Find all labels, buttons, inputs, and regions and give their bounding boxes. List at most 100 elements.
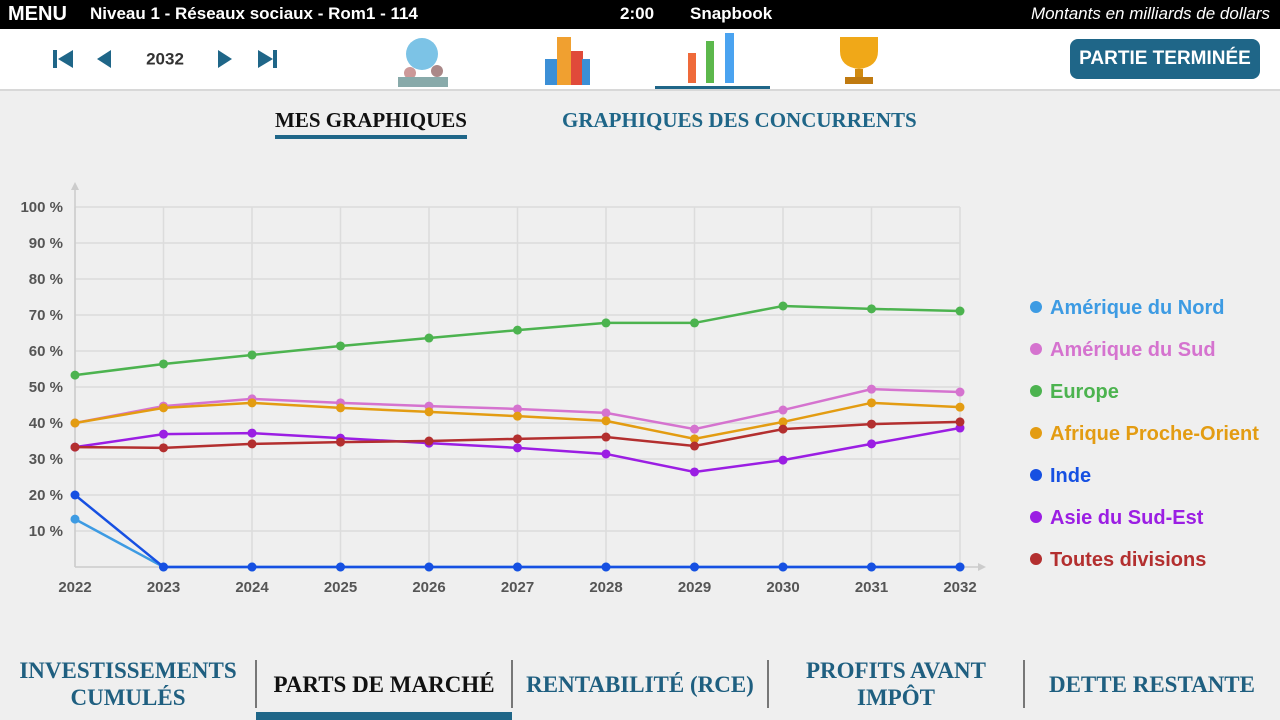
legend-marker	[1030, 469, 1042, 481]
x-tick-label: 2028	[589, 579, 622, 596]
legend-marker	[1030, 427, 1042, 439]
data-point	[955, 402, 965, 412]
data-point	[513, 443, 522, 453]
data-point	[955, 562, 965, 572]
bottom-tab-label: PARTS DE MARCHÉ	[273, 671, 495, 697]
data-point	[159, 359, 168, 369]
level-info: Niveau 1 - Réseaux sociaux - Rom1 - 114	[90, 4, 418, 23]
bottom-tab[interactable]: RENTABILITÉ (RCE)	[512, 656, 768, 712]
trophy-icon[interactable]	[840, 37, 878, 84]
bottom-tab[interactable]: INVESTISSEMENTS CUMULÉS	[0, 656, 256, 712]
data-point	[867, 384, 876, 394]
data-point	[70, 514, 80, 524]
tab-my-charts[interactable]: MES GRAPHIQUES	[275, 108, 467, 139]
bottom-tab-label: IMPÔT	[857, 685, 935, 710]
data-point	[424, 407, 434, 417]
next-button[interactable]	[218, 50, 232, 68]
x-tick-label: 2029	[678, 579, 711, 596]
data-point	[778, 405, 788, 415]
data-point	[690, 318, 699, 328]
x-tick-label: 2022	[58, 579, 91, 596]
data-point	[70, 418, 80, 428]
legend-label: Europe	[1050, 381, 1119, 403]
y-tick-label: 30 %	[29, 451, 63, 468]
x-tick-label: 2030	[766, 579, 799, 596]
legend-label: Inde	[1050, 465, 1091, 487]
year: 2032	[146, 49, 184, 68]
y-tick-label: 100 %	[20, 199, 63, 216]
data-point	[247, 439, 257, 449]
y-tick-label: 60 %	[29, 343, 63, 360]
data-point	[70, 490, 80, 500]
first-button[interactable]	[53, 50, 57, 68]
bottom-tab[interactable]: DETTE RESTANTE	[1024, 656, 1280, 712]
legend-label: Amérique du Nord	[1050, 297, 1224, 319]
data-point	[159, 443, 168, 453]
x-tick-label: 2027	[501, 579, 534, 596]
data-point	[513, 411, 522, 421]
y-tick-label: 90 %	[29, 235, 63, 252]
last-button[interactable]	[273, 50, 277, 68]
data-point	[867, 304, 876, 314]
first-button-arrow[interactable]	[58, 50, 73, 68]
tab-separator	[1023, 660, 1025, 708]
company: Snapbook	[690, 4, 773, 23]
legend-marker	[1030, 301, 1042, 313]
data-point	[867, 398, 876, 408]
last-button-arrow[interactable]	[258, 50, 273, 68]
x-tick-label: 2023	[147, 579, 180, 596]
tab-separator	[511, 660, 513, 708]
data-point	[513, 562, 522, 572]
data-point	[601, 562, 611, 572]
data-point	[159, 562, 168, 572]
x-axis-arrow	[978, 563, 986, 571]
y-tick-label: 50 %	[29, 379, 63, 396]
city-icon[interactable]	[545, 37, 590, 85]
data-point	[955, 387, 965, 397]
data-point	[690, 434, 699, 444]
data-point	[513, 434, 522, 444]
data-point	[601, 432, 611, 442]
legend-label: Amérique du Sud	[1050, 339, 1216, 361]
y-tick-label: 20 %	[29, 487, 63, 504]
bottom-tab-label: RENTABILITÉ (RCE)	[526, 671, 754, 697]
data-point	[247, 398, 257, 408]
data-point	[778, 455, 788, 465]
data-point	[513, 325, 522, 335]
data-point	[690, 441, 699, 451]
top-bar: MENU Niveau 1 - Réseaux sociaux - Rom1 -…	[0, 0, 1280, 29]
bottom-tab[interactable]: PARTS DE MARCHÉ	[256, 656, 512, 720]
x-tick-label: 2025	[324, 579, 357, 596]
data-point	[690, 467, 699, 477]
legend-label: Toutes divisions	[1050, 549, 1206, 571]
nav-icons: 2032	[53, 33, 878, 89]
tab-competitors[interactable]: GRAPHIQUES DES CONCURRENTS	[562, 108, 917, 132]
bottom-tab[interactable]: PROFITS AVANT IMPÔT	[768, 656, 1024, 712]
end-game-button[interactable]: PARTIE TERMINÉE	[1070, 39, 1260, 79]
y-axis-arrow	[71, 182, 79, 190]
legend-marker	[1030, 385, 1042, 397]
data-point	[778, 417, 788, 427]
x-tick-label: 2024	[235, 579, 269, 596]
menu[interactable]: MENU	[8, 3, 67, 25]
data-point	[336, 341, 345, 351]
chart-icon[interactable]	[655, 33, 770, 89]
prev-button[interactable]	[97, 50, 111, 68]
bottom-tab-label: CUMULÉS	[70, 685, 186, 710]
timer: 2:00	[620, 4, 655, 23]
legend-label: Asie du Sud-Est	[1050, 507, 1204, 529]
data-point	[955, 417, 965, 427]
legend-label: Afrique Proche-Orient	[1050, 423, 1259, 445]
world-icon[interactable]	[398, 38, 448, 87]
data-point	[601, 449, 611, 459]
data-point	[867, 419, 876, 429]
data-point	[513, 404, 522, 414]
x-tick-label: 2032	[943, 579, 976, 596]
y-tick-label: 40 %	[29, 415, 63, 432]
x-tick-label: 2031	[855, 579, 888, 596]
chart: 2022 2023 2024 2025 2026 2027 2028 2029 2030 2031…	[20, 182, 1259, 596]
y-tick-label: 80 %	[29, 271, 63, 288]
x-tick-label: 2026	[412, 579, 445, 596]
legend-marker	[1030, 511, 1042, 523]
